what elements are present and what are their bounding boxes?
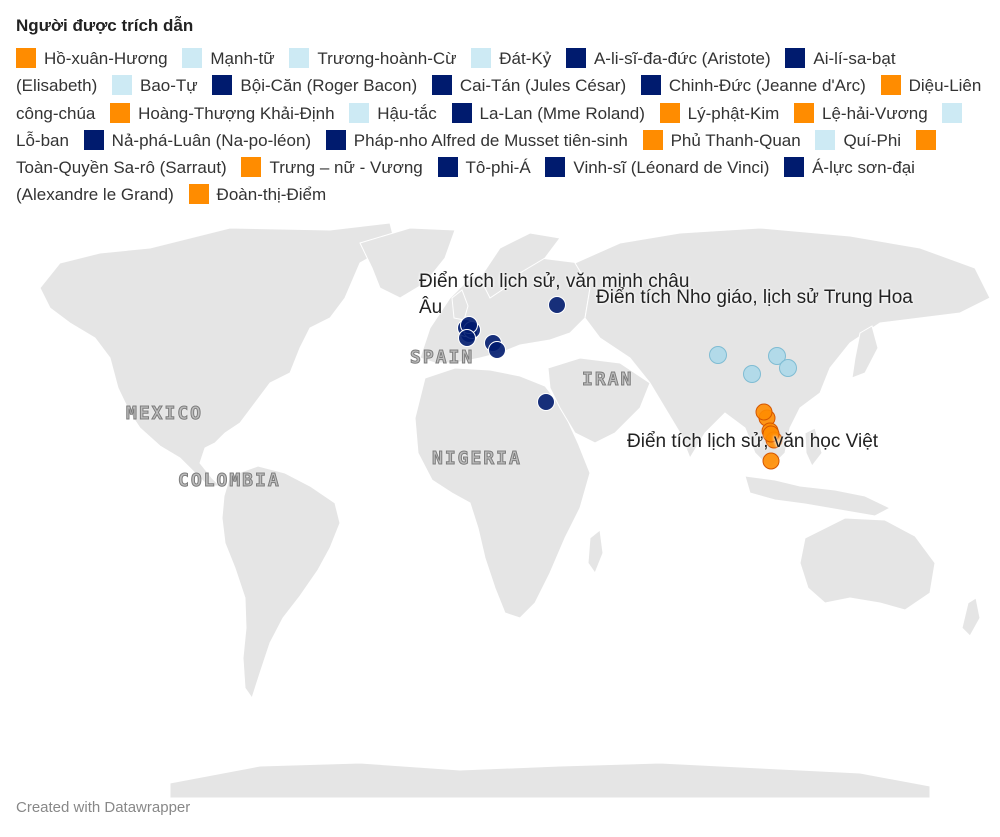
legend-swatch: [438, 157, 458, 177]
legend-item: Hồ-xuân-Hương: [16, 49, 168, 68]
north-america: [40, 223, 395, 486]
country-label-colombia: COLOMBIA: [178, 470, 281, 491]
legend-swatch: [942, 103, 962, 123]
legend-label: Hoàng-Thượng Khải-Định: [138, 104, 334, 123]
legend-swatch: [452, 103, 472, 123]
legend-label: Lỗ-ban: [16, 131, 69, 150]
country-label-iran: IRAN: [582, 369, 633, 390]
legend-swatch: [881, 75, 901, 95]
country-label-mexico: MEXICO: [126, 403, 203, 424]
legend-label: Phủ Thanh-Quan: [671, 131, 801, 150]
legend-swatch: [112, 75, 132, 95]
legend-label: Bội-Căn (Roger Bacon): [240, 76, 417, 95]
legend-item: Pháp-nho Alfred de Musset tiên-sinh: [326, 131, 628, 150]
annotation-viet: Điển tích lịch sử, văn học Việt: [627, 429, 907, 455]
legend-swatch: [326, 130, 346, 150]
legend-item: Quí-Phi: [815, 131, 901, 150]
footer-credit: Created with Datawrapper: [16, 799, 190, 816]
map-marker-europe[interactable]: [538, 394, 555, 411]
legend-label: Hậu-tắc: [377, 104, 437, 123]
legend-label: La-Lan (Mme Roland): [480, 104, 645, 123]
legend-swatch: [16, 48, 36, 68]
legend-item: Đát-Kỷ: [471, 49, 551, 68]
legend-swatch: [643, 130, 663, 150]
legend-label: Mạnh-tữ: [210, 49, 274, 68]
legend-label: A-li-sĩ-đa-đức (Aristote): [594, 49, 771, 68]
legend-item: Chinh-Đức (Jeanne d'Arc): [641, 76, 866, 95]
legend-label: Nả-phá-Luân (Na-po-léon): [112, 131, 311, 150]
legend-swatch: [349, 103, 369, 123]
map-marker-china[interactable]: [780, 360, 797, 377]
legend-swatch: [784, 157, 804, 177]
legend-label: Lý-phật-Kim: [688, 104, 780, 123]
legend-swatch: [641, 75, 661, 95]
legend-item: Hậu-tắc: [349, 104, 437, 123]
antarctica: [170, 763, 930, 798]
legend-label: Quí-Phi: [843, 131, 901, 150]
south-america: [222, 466, 340, 698]
legend-swatch: [84, 130, 104, 150]
legend-item: Đoàn-thị-Điểm: [189, 185, 327, 204]
legend-label: Trương-hoành-Cừ: [317, 49, 456, 68]
new-zealand: [962, 598, 980, 636]
legend-item: Phủ Thanh-Quan: [643, 131, 801, 150]
legend: Hồ-xuân-Hương Mạnh-tữ Trương-hoành-Cừ Đá…: [16, 45, 984, 209]
legend-swatch: [241, 157, 261, 177]
australia: [800, 518, 935, 610]
legend-item: Trưng – nữ - Vương: [241, 158, 422, 177]
map-marker-viet[interactable]: [756, 404, 772, 420]
legend-swatch: [289, 48, 309, 68]
legend-title: Người được trích dẫn: [16, 16, 193, 36]
legend-swatch: [815, 130, 835, 150]
legend-label: Cai-Tán (Jules César): [460, 76, 626, 95]
legend-item: Lệ-hải-Vương: [794, 104, 928, 123]
legend-label: Đoàn-thị-Điểm: [217, 185, 327, 204]
legend-label: Đát-Kỷ: [499, 49, 551, 68]
legend-item: Lý-phật-Kim: [660, 104, 780, 123]
legend-item: Mạnh-tữ: [182, 49, 274, 68]
legend-swatch: [471, 48, 491, 68]
legend-label: Chinh-Đức (Jeanne d'Arc): [669, 76, 866, 95]
legend-swatch: [110, 103, 130, 123]
indonesia: [745, 476, 890, 516]
legend-swatch: [916, 130, 936, 150]
map-marker-viet[interactable]: [763, 453, 779, 469]
legend-item: A-li-sĩ-đa-đức (Aristote): [566, 49, 771, 68]
legend-swatch: [212, 75, 232, 95]
map-marker-china[interactable]: [744, 366, 761, 383]
legend-swatch: [182, 48, 202, 68]
legend-swatch: [189, 184, 209, 204]
map-marker-europe[interactable]: [489, 342, 506, 359]
legend-swatch: [432, 75, 452, 95]
legend-item: Hoàng-Thượng Khải-Định: [110, 104, 334, 123]
legend-item: Bội-Căn (Roger Bacon): [212, 76, 417, 95]
legend-label: Tô-phi-Á: [466, 158, 531, 177]
legend-label: Bao-Tự: [140, 76, 198, 95]
legend-label: Vinh-sĩ (Léonard de Vinci): [573, 158, 769, 177]
legend-label: Trưng – nữ - Vương: [269, 158, 422, 177]
legend-swatch: [794, 103, 814, 123]
map-marker-europe[interactable]: [459, 330, 476, 347]
legend-label: Toàn-Quyền Sa-rô (Sarraut): [16, 158, 227, 177]
country-label-nigeria: NIGERIA: [432, 448, 522, 469]
legend-item: Cai-Tán (Jules César): [432, 76, 626, 95]
legend-item: Vinh-sĩ (Léonard de Vinci): [545, 158, 769, 177]
legend-label: Lệ-hải-Vương: [822, 104, 928, 123]
legend-swatch: [785, 48, 805, 68]
legend-item: Trương-hoành-Cừ: [289, 49, 456, 68]
legend-label: Hồ-xuân-Hương: [44, 49, 168, 68]
map-marker-china[interactable]: [710, 347, 727, 364]
madagascar: [588, 530, 603, 573]
legend-item: Nả-phá-Luân (Na-po-léon): [84, 131, 311, 150]
legend-swatch: [545, 157, 565, 177]
legend-item: Bao-Tự: [112, 76, 198, 95]
legend-swatch: [566, 48, 586, 68]
legend-item: Tô-phi-Á: [438, 158, 531, 177]
legend-label: Pháp-nho Alfred de Musset tiên-sinh: [354, 131, 628, 150]
annotation-china: Điển tích Nho giáo, lịch sử Trung Hoa: [596, 285, 936, 311]
legend-item: La-Lan (Mme Roland): [452, 104, 645, 123]
country-label-spain: SPAIN: [410, 347, 474, 368]
legend-swatch: [660, 103, 680, 123]
